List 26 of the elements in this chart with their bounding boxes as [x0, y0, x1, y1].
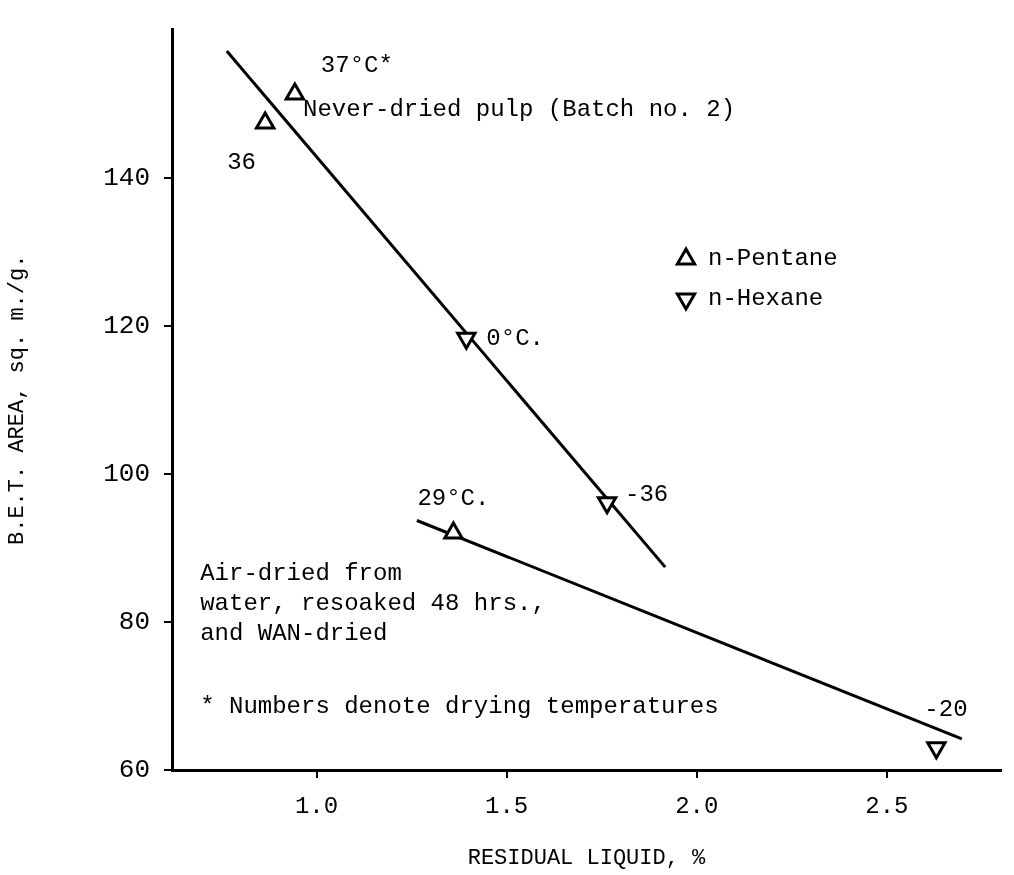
annotation: 29°C.: [417, 485, 490, 513]
annotation: 0°C.: [486, 324, 544, 352]
y-axis-title: B.E.T. AREA, sq. m./g.: [5, 254, 31, 546]
point: [255, 111, 276, 130]
annotation: -20: [924, 696, 968, 724]
x-tick-label: 2.0: [675, 792, 719, 820]
x-axis-title: RESIDUAL LIQUID, %: [467, 845, 707, 871]
annotation: * Numbers denote drying temperatures: [200, 693, 719, 721]
annotation: 36: [227, 149, 256, 177]
point: [596, 496, 618, 515]
annotation: Air-dried from water, resoaked 48 hrs., and WAN-dried: [200, 560, 546, 648]
annotation: -36: [625, 481, 669, 509]
annotation: Never-dried pulp (Batch no. 2): [302, 95, 736, 123]
y-tick-label: 140: [103, 162, 150, 193]
annotation: 37°C*: [320, 52, 393, 80]
legend-label: n-Hexane: [707, 285, 824, 313]
legend-label: n-Pentane: [707, 245, 838, 273]
x-tick-label: 1.0: [294, 792, 339, 820]
y-tick-label: 120: [103, 310, 150, 341]
x-tick-label: 2.5: [865, 792, 909, 820]
point: [284, 82, 305, 101]
y-tick-label: 80: [118, 606, 150, 637]
x-tick-label: 1.5: [485, 792, 529, 820]
y-tick-label: 100: [103, 458, 150, 489]
y-tick-label: 60: [118, 754, 150, 785]
point: [926, 741, 947, 760]
